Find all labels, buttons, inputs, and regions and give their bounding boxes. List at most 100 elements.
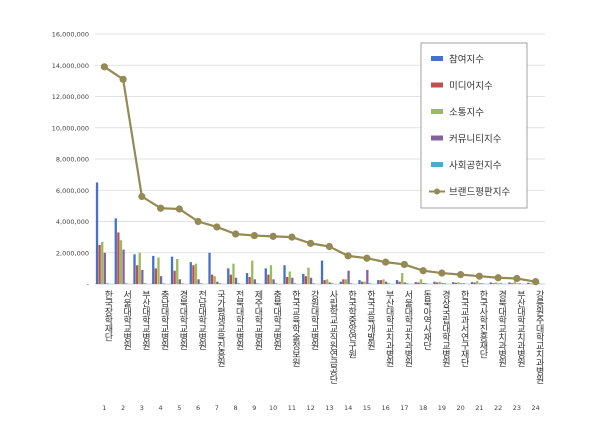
bar-참여지수-3 [133, 254, 136, 284]
legend-label: 미디어지수 [449, 81, 493, 92]
bar-사회공헌지수-14 [350, 283, 353, 284]
line-point-700000 [438, 269, 446, 277]
bar-미디어지수-6 [192, 265, 195, 284]
bar-커뮤니티지수-9 [253, 279, 256, 284]
bar-사회공헌지수-17 [406, 283, 409, 284]
bar-참여지수-6 [189, 262, 192, 284]
category-name-label: 서울대학교병원 [121, 290, 131, 350]
bar-소통지수-4 [157, 257, 160, 284]
category-name-label: 부산대학교치과병원 [384, 290, 394, 367]
bar-커뮤니티지수-8 [234, 277, 238, 284]
bar-참여지수-14 [339, 281, 342, 284]
line-point-1800000 [344, 252, 352, 260]
bar-사회공헌지수-9 [256, 283, 259, 284]
bar-소통지수-7 [213, 276, 216, 284]
category-number-label: 5 [177, 404, 181, 412]
line-point-2400000 [325, 242, 333, 251]
bar-사회공헌지수-3 [143, 283, 147, 284]
category-number-label: 1 [102, 404, 106, 412]
bar-소통지수-9 [251, 260, 254, 284]
bar-참여지수-19 [433, 281, 436, 284]
category-name-label: 강원대학교병원 [309, 290, 319, 350]
category-number-label: 18 [419, 404, 427, 412]
bar-미디어지수-24 [529, 283, 533, 285]
line-point-1400000 [382, 258, 390, 266]
category-number-label: 3 [140, 404, 144, 412]
category-number-label: 7 [215, 404, 219, 412]
legend-swatch-커뮤니티지수 [431, 135, 443, 141]
bar-커뮤니티지수-20 [459, 283, 463, 284]
line-point-1650000 [363, 254, 371, 262]
category-number-label: 22 [494, 404, 502, 412]
bar-참여지수-17 [395, 280, 399, 284]
category-name-label: 제주대학교병원 [252, 290, 262, 350]
line-point-150000 [532, 278, 540, 286]
bar-커뮤니티지수-2 [122, 249, 125, 284]
category-number-label: 23 [513, 404, 521, 412]
line-point-3200000 [232, 230, 240, 238]
category-number-label: 8 [234, 404, 238, 412]
bar-커뮤니티지수-11 [291, 277, 294, 284]
category-name-label: 경상국립대학교병원 [440, 289, 450, 367]
y-tick-label: 10,000,000 [52, 124, 89, 132]
bar-소통지수-13 [326, 279, 329, 284]
category-number-label: 2 [121, 404, 125, 412]
y-tick-label: 8,000,000 [56, 156, 89, 164]
bar-커뮤니티지수-13 [328, 282, 331, 284]
category-name-label: 부산대학교치과병원 [515, 290, 525, 367]
bar-소통지수-16 [382, 279, 385, 284]
legend-label: 사회공헌지수 [449, 161, 502, 172]
line-point-13900000 [100, 63, 108, 71]
y-tick-label: 2,000,000 [56, 249, 89, 257]
category-number-label: 4 [159, 404, 163, 412]
bar-커뮤니티지수-15 [366, 269, 369, 284]
bar-참여지수-23 [508, 282, 511, 284]
bar-사회공헌지수-7 [218, 283, 222, 284]
bar-미디어지수-4 [154, 268, 158, 284]
category-number-label: 13 [325, 404, 333, 412]
bar-사회공헌지수-20 [462, 283, 465, 284]
bar-커뮤니티지수-14 [347, 270, 350, 284]
bar-사회공헌지수-15 [368, 283, 372, 284]
category-number-label: 19 [438, 404, 446, 412]
bar-미디어지수-15 [360, 281, 364, 284]
bar-사회공헌지수-16 [387, 283, 390, 284]
line-point-3650000 [213, 223, 221, 231]
category-name-label: 한국사학진흥재단 [477, 290, 487, 359]
bar-참여지수-21 [470, 282, 474, 284]
bar-사회공헌지수-24 [537, 283, 540, 284]
bar-사회공헌지수-4 [162, 283, 165, 284]
bar-소통지수-10 [269, 265, 273, 284]
bar-소통지수-1 [101, 241, 104, 284]
bar-미디어지수-18 [417, 282, 420, 284]
bar-소통지수-15 [363, 281, 366, 284]
bar-커뮤니티지수-19 [441, 283, 444, 284]
line-point-600000 [457, 271, 465, 279]
bar-참여지수-7 [208, 252, 211, 284]
bar-소통지수-14 [344, 279, 348, 284]
bar-커뮤니티지수-3 [141, 269, 144, 284]
x-axis-labels: 한국장학재단 1 서울대학교병원 2 부산대학교병원 3 충남대학교병원 4 경북대학교병원 5 전… [102, 289, 543, 412]
bar-커뮤니티지수-23 [516, 283, 519, 285]
bar-커뮤니티지수-22 [497, 283, 500, 285]
bar-커뮤니티지수-6 [197, 279, 200, 284]
bar-사회공헌지수-22 [500, 283, 503, 284]
category-number-label: 16 [381, 404, 389, 412]
bar-커뮤니티지수-1 [103, 252, 106, 284]
bar-커뮤니티지수-21 [478, 283, 481, 284]
category-name-label: 한국교육개발원 [365, 290, 375, 350]
bar-미디어지수-8 [229, 274, 233, 284]
bar-소통지수-22 [494, 282, 498, 284]
bar-미디어지수-21 [473, 282, 476, 284]
line-point-4000000 [194, 217, 202, 226]
bar-미디어지수-7 [210, 274, 214, 284]
category-number-label: 6 [196, 404, 200, 412]
bar-참여지수-8 [227, 268, 230, 284]
bar-미디어지수-17 [398, 281, 401, 284]
category-name-label: 한국학중앙연구원 [346, 290, 356, 359]
bar-커뮤니티지수-16 [384, 281, 388, 284]
bar-커뮤니티지수-7 [216, 281, 219, 284]
bar-사회공헌지수-11 [293, 283, 297, 284]
line-point-350000 [513, 274, 521, 283]
bar-소통지수-20 [457, 282, 460, 284]
